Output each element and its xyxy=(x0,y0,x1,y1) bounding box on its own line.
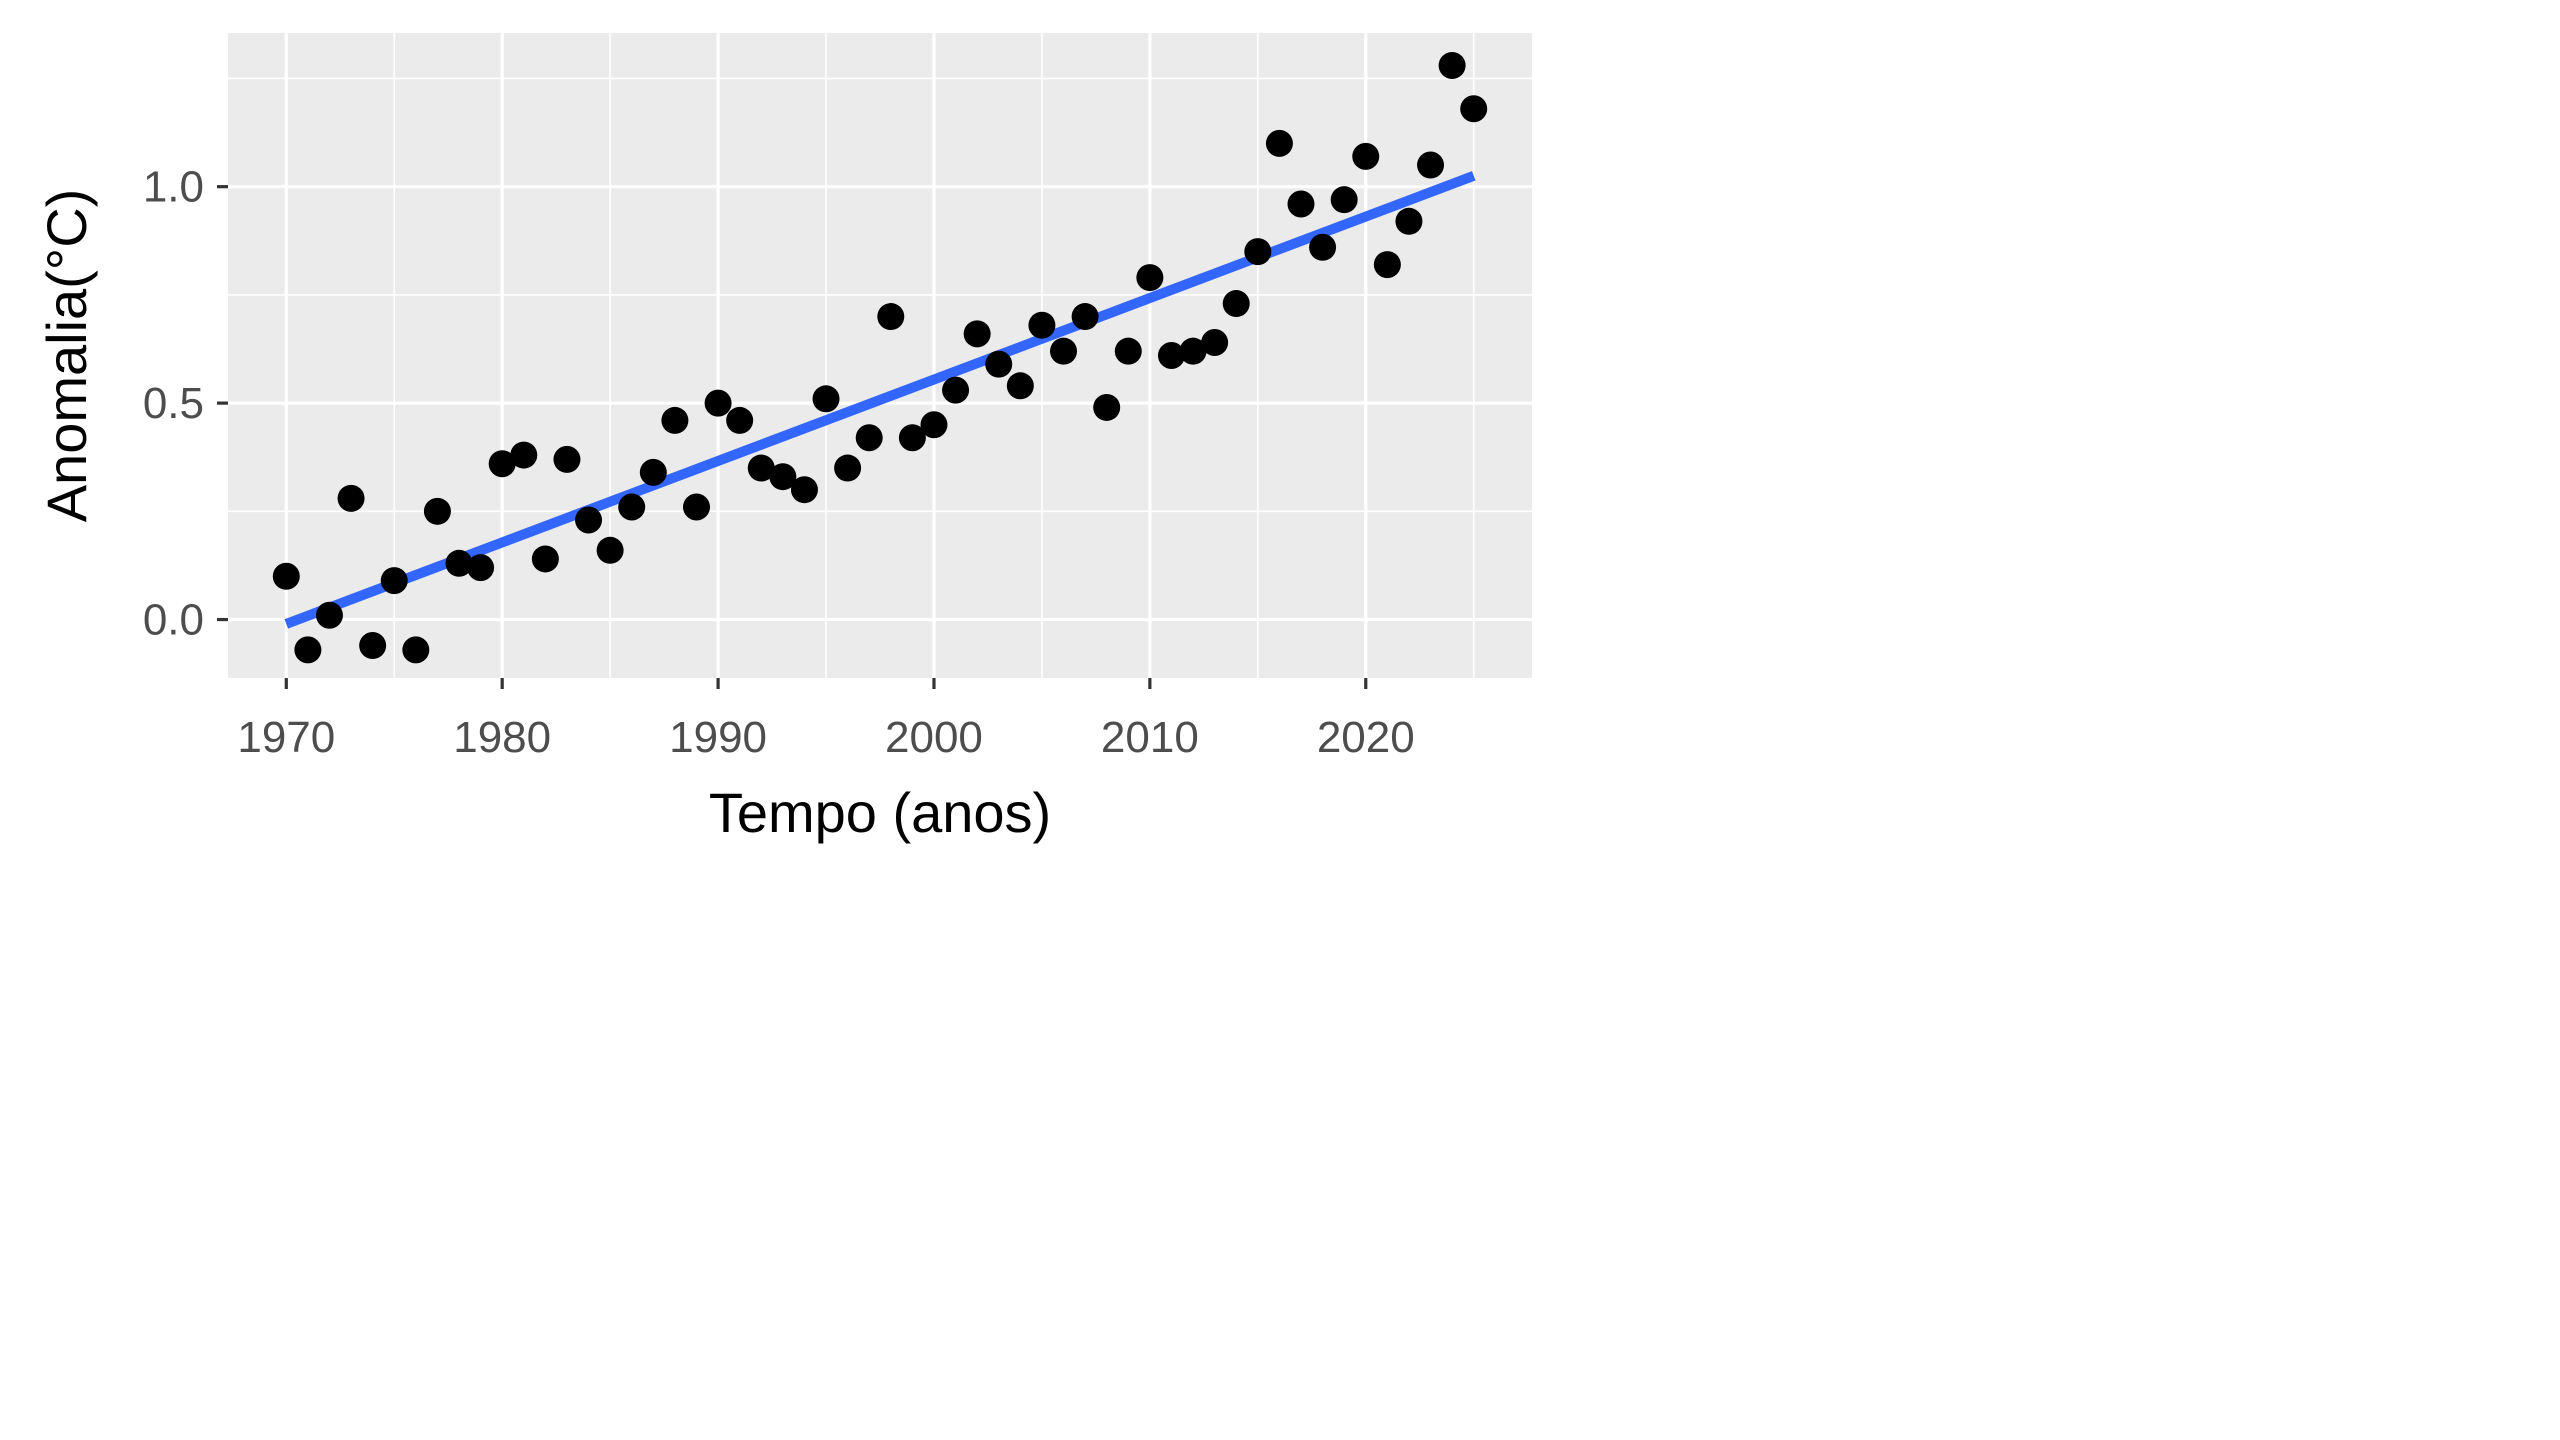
data-point xyxy=(639,458,667,486)
data-point xyxy=(1114,337,1142,365)
data-point xyxy=(294,636,322,664)
x-axis-title: Tempo (anos) xyxy=(709,781,1051,844)
plot-panel xyxy=(228,33,1532,678)
data-point xyxy=(553,445,581,473)
data-point xyxy=(1460,95,1488,123)
data-point xyxy=(1287,190,1315,218)
x-tick-label: 2000 xyxy=(885,713,983,762)
data-point xyxy=(1352,142,1380,170)
data-point xyxy=(467,554,495,582)
y-tick-label: 1.0 xyxy=(143,163,204,212)
data-point xyxy=(1373,251,1401,279)
data-point xyxy=(337,484,365,512)
data-point xyxy=(315,601,343,629)
data-point xyxy=(531,545,559,573)
data-point xyxy=(402,636,430,664)
data-point xyxy=(272,562,300,590)
x-tick-label: 2010 xyxy=(1101,713,1199,762)
x-tick-label: 2020 xyxy=(1317,713,1415,762)
x-tick-label: 1990 xyxy=(669,713,767,762)
x-tick-label: 1980 xyxy=(453,713,551,762)
data-point xyxy=(963,320,991,348)
data-point xyxy=(812,385,840,413)
y-tick-label: 0.5 xyxy=(143,379,204,428)
data-point xyxy=(1136,264,1164,292)
data-point xyxy=(1179,337,1207,365)
data-point xyxy=(1265,129,1293,157)
data-point xyxy=(1093,393,1121,421)
y-axis-title: Anomalia(°C) xyxy=(35,189,98,523)
data-point xyxy=(1395,207,1423,235)
trend-line xyxy=(284,171,1476,629)
data-point xyxy=(747,454,775,482)
data-point xyxy=(1309,233,1337,261)
data-point xyxy=(1330,186,1358,214)
chart-figure: 1970 1980 1990 2000 2010 2020 0.0 0.5 1.0 Tempo … xyxy=(0,0,1556,884)
data-point xyxy=(790,476,818,504)
data-point xyxy=(510,441,538,469)
x-tick-label: 1970 xyxy=(237,713,335,762)
data-point xyxy=(942,376,970,404)
data-point xyxy=(1006,372,1034,400)
data-point xyxy=(877,303,905,331)
scatter-chart: 1970 1980 1990 2000 2010 2020 0.0 0.5 1.0 Tempo … xyxy=(35,33,1532,844)
data-point xyxy=(682,493,710,521)
data-point xyxy=(661,406,689,434)
data-point xyxy=(834,454,862,482)
data-point xyxy=(1222,290,1250,318)
data-point xyxy=(618,493,646,521)
data-point xyxy=(596,536,624,564)
data-point xyxy=(704,389,732,417)
data-point xyxy=(423,497,451,525)
data-point xyxy=(1050,337,1078,365)
data-point xyxy=(1417,151,1445,179)
data-point xyxy=(726,406,754,434)
data-point xyxy=(1157,342,1185,369)
data-point xyxy=(359,632,387,660)
data-point xyxy=(985,350,1013,378)
data-point xyxy=(445,549,473,577)
data-point xyxy=(855,424,883,452)
y-tick-label: 0.0 xyxy=(143,596,204,645)
data-point xyxy=(1028,311,1056,339)
data-point xyxy=(769,463,797,491)
data-point xyxy=(1438,51,1466,79)
data-point xyxy=(380,567,408,595)
data-point xyxy=(898,424,926,452)
data-point xyxy=(1071,303,1099,331)
data-point xyxy=(920,411,948,439)
data-point xyxy=(575,506,603,534)
data-point xyxy=(488,450,516,478)
data-point xyxy=(1244,238,1272,266)
data-point xyxy=(1201,329,1229,357)
